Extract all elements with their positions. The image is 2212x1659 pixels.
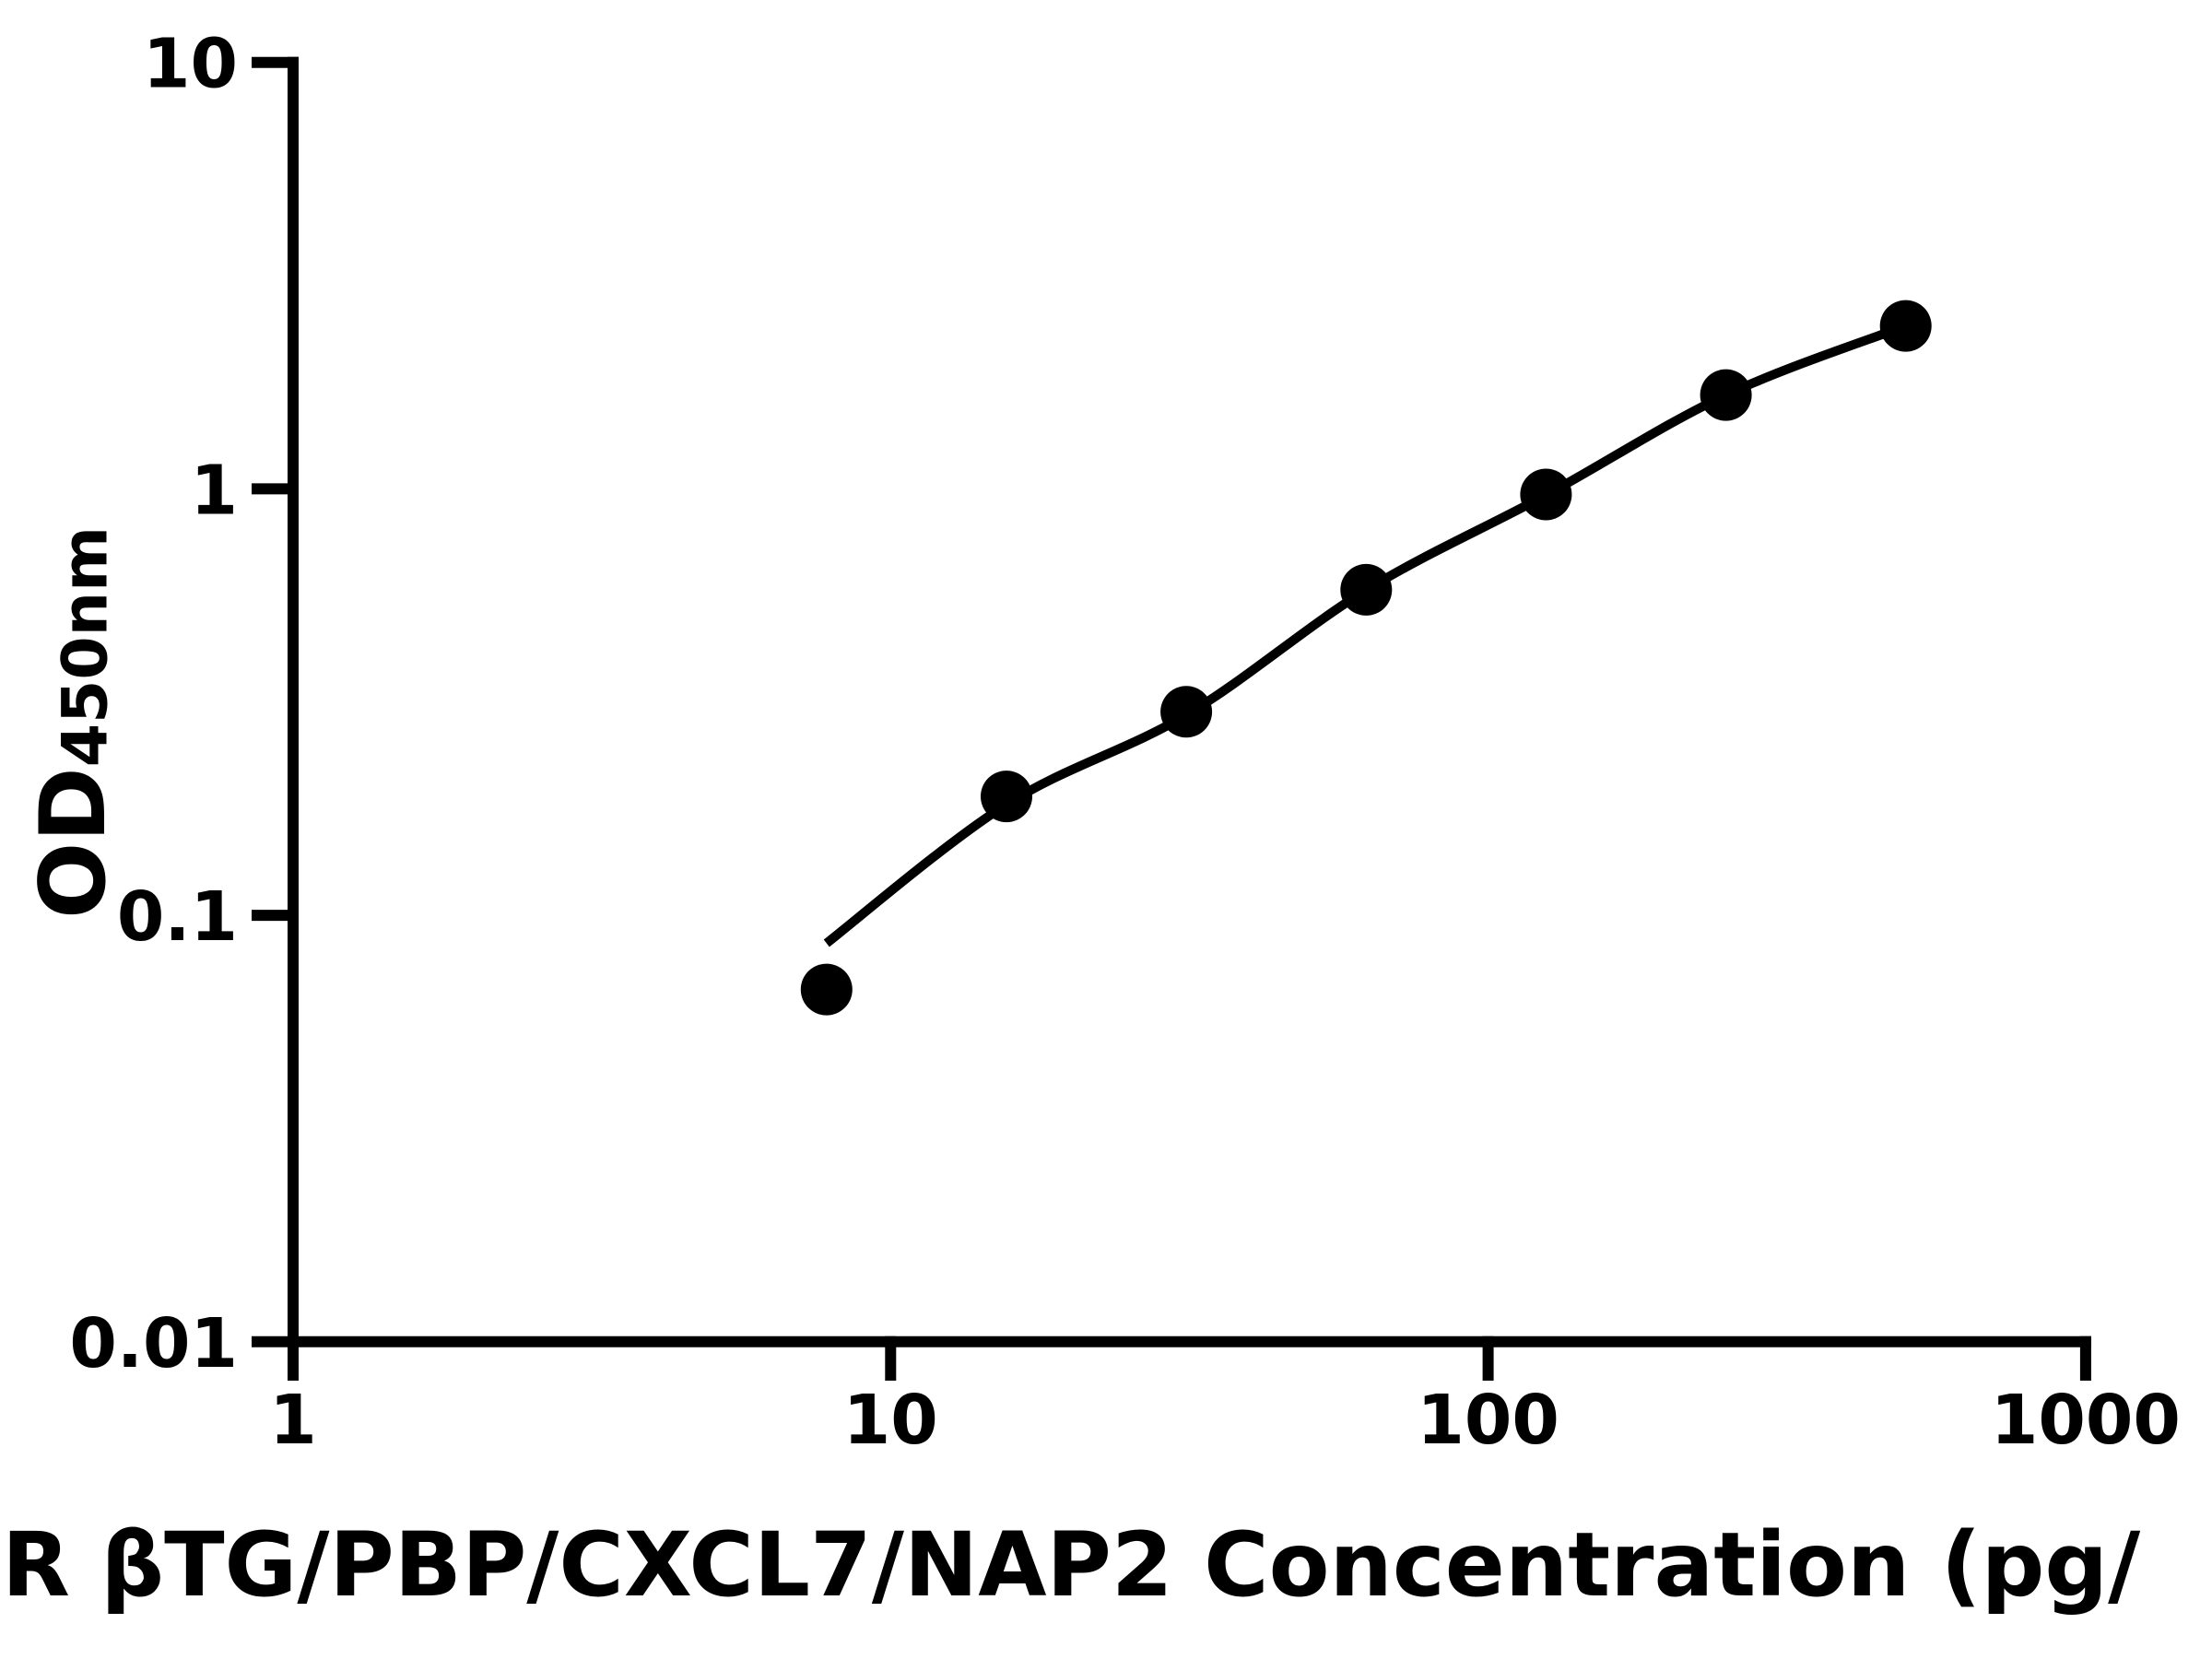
fit-curve-line: [823, 321, 1908, 947]
x-tick-label: 1000: [1991, 1381, 2181, 1460]
x-axis-title: R βTG/PBP/CXCL7/NAP2 Concentration (pg/: [2, 1521, 2140, 1609]
x-tick-label: 1: [269, 1381, 317, 1460]
x-axis-title-text: R βTG/PBP/CXCL7/NAP2 Concentration (pg/: [2, 1513, 2141, 1617]
data-point: [1879, 300, 1932, 352]
fit-curve: [823, 321, 1908, 947]
y-tick-label: 1: [191, 451, 239, 530]
y-tick-label: 0.01: [69, 1304, 238, 1383]
data-points: [800, 300, 1932, 1016]
y-axis-title: OD450nm: [21, 526, 126, 919]
data-point: [1520, 468, 1572, 521]
y-tick-label: 10: [143, 25, 238, 104]
data-point: [981, 771, 1032, 823]
data-point: [800, 963, 853, 1016]
tick-labels: 0.01 0.1 1 10 1 10 100 1000: [69, 25, 2180, 1460]
y-axis-title-sub: 450nm: [49, 526, 123, 768]
data-point: [1160, 686, 1213, 738]
y-tick-label: 0.1: [117, 877, 238, 957]
x-tick-label: 100: [1417, 1381, 1559, 1460]
x-tick-label: 10: [843, 1381, 938, 1460]
data-point: [1700, 369, 1752, 421]
axes: [288, 56, 2091, 1347]
data-point: [1340, 563, 1393, 616]
y-axis-title-main: OD: [21, 767, 126, 919]
